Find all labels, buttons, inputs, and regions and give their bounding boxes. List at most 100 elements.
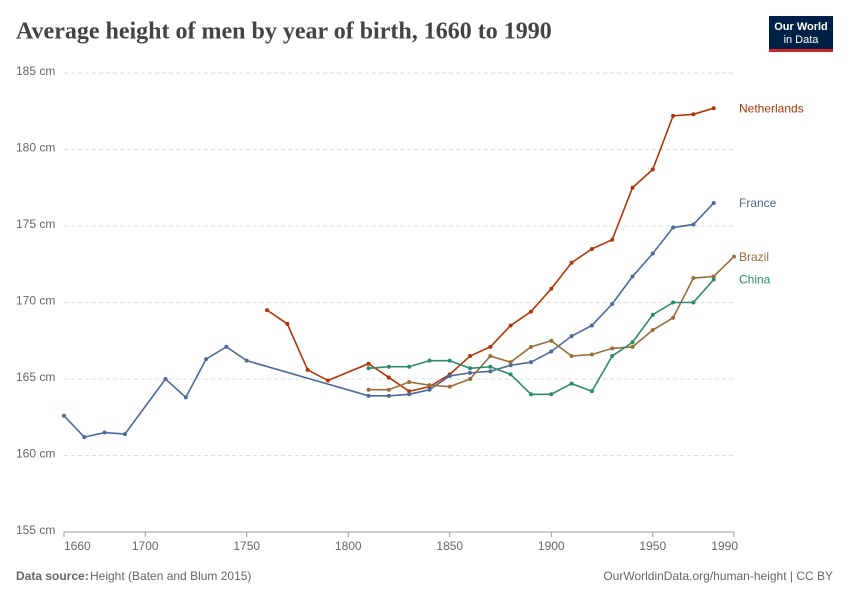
- data-point: [711, 274, 716, 279]
- logo-box: [769, 16, 833, 52]
- x-tick-label: 1990: [711, 539, 738, 553]
- data-point: [610, 237, 615, 242]
- series-label: France: [739, 196, 777, 210]
- y-tick-label: 155 cm: [16, 523, 55, 537]
- data-point: [468, 377, 473, 381]
- data-point: [204, 357, 209, 362]
- data-point: [386, 375, 391, 380]
- data-point: [386, 387, 391, 392]
- data-point: [468, 366, 473, 371]
- data-point: [366, 393, 371, 398]
- data-point: [650, 328, 655, 333]
- data-point: [569, 334, 574, 339]
- data-point: [569, 260, 574, 265]
- data-point: [224, 344, 229, 349]
- x-tick-label: 1800: [335, 539, 362, 553]
- data-point: [569, 381, 574, 386]
- data-point: [691, 276, 696, 281]
- data-point: [163, 377, 168, 381]
- source-label: Data source:: [16, 569, 89, 583]
- data-point: [549, 349, 554, 354]
- series-line: [266, 107, 714, 393]
- data-point: [122, 432, 127, 437]
- data-point: [427, 358, 432, 363]
- data-point: [305, 367, 310, 372]
- data-point: [711, 201, 716, 206]
- data-point: [549, 392, 554, 397]
- series-label: China: [739, 273, 771, 287]
- data-point: [549, 338, 554, 343]
- data-point: [427, 383, 432, 388]
- data-point: [671, 300, 676, 305]
- data-point: [711, 106, 716, 111]
- data-point: [468, 370, 473, 375]
- data-point: [610, 346, 615, 351]
- data-point: [62, 413, 66, 418]
- data-point: [650, 251, 655, 256]
- data-point: [691, 112, 696, 117]
- data-point: [528, 309, 533, 314]
- source: Height (Baten and Blum 2015): [90, 569, 251, 583]
- data-point: [427, 387, 432, 392]
- data-point: [82, 435, 87, 440]
- series-label: Netherlands: [739, 101, 804, 115]
- data-point: [671, 113, 676, 118]
- data-point: [732, 254, 736, 259]
- data-point: [508, 360, 513, 365]
- data-point: [630, 185, 635, 190]
- data-point: [671, 315, 676, 320]
- data-point: [102, 430, 107, 435]
- data-point: [589, 246, 594, 251]
- data-point: [244, 358, 249, 363]
- data-point: [569, 354, 574, 359]
- x-tick-label: 1750: [233, 539, 260, 553]
- logo[interactable]: Our World in Data: [769, 16, 833, 52]
- data-point: [528, 392, 533, 397]
- data-point: [528, 360, 533, 365]
- data-point: [325, 378, 330, 383]
- series-label: Brazil: [739, 250, 769, 264]
- chart-title: Average height of men by year of birth, …: [16, 19, 552, 45]
- data-point: [183, 395, 188, 400]
- data-point: [265, 308, 270, 313]
- data-point: [610, 302, 615, 307]
- x-tick-label: 1660: [64, 539, 91, 553]
- data-point: [407, 392, 412, 397]
- data-point: [671, 225, 676, 230]
- data-point: [407, 389, 412, 394]
- data-point: [691, 222, 696, 227]
- data-point: [407, 380, 412, 385]
- data-point: [508, 363, 513, 368]
- data-point: [447, 384, 452, 389]
- data-point: [650, 312, 655, 317]
- logo-text: in Data: [784, 34, 820, 46]
- y-tick-label: 170 cm: [16, 294, 55, 308]
- data-point: [630, 344, 635, 349]
- x-tick-label: 1850: [436, 539, 463, 553]
- y-tick-label: 165 cm: [16, 370, 55, 384]
- credit[interactable]: OurWorldinData.org/human-height | CC BY: [603, 569, 833, 583]
- data-point: [468, 354, 473, 359]
- data-point: [650, 167, 655, 172]
- y-tick-label: 160 cm: [16, 447, 55, 461]
- y-tick-label: 185 cm: [16, 64, 55, 78]
- data-point: [691, 300, 696, 305]
- x-tick-label: 1950: [639, 539, 666, 553]
- logo-text: Our World: [774, 21, 828, 33]
- data-point: [711, 277, 716, 282]
- data-point: [366, 366, 371, 371]
- y-tick-label: 175 cm: [16, 217, 55, 231]
- series-line: [368, 279, 715, 396]
- data-point: [386, 364, 391, 369]
- data-point: [488, 369, 493, 374]
- data-point: [630, 340, 635, 345]
- data-point: [285, 321, 290, 326]
- data-point: [366, 361, 371, 366]
- data-point: [488, 354, 493, 359]
- data-point: [386, 393, 391, 398]
- data-point: [488, 364, 493, 369]
- data-point: [589, 389, 594, 394]
- data-point: [549, 286, 554, 291]
